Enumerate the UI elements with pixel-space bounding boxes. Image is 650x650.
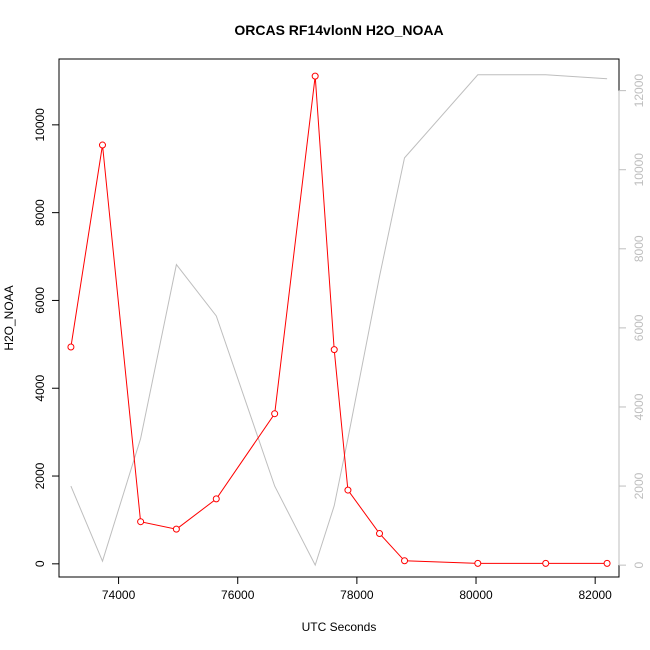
y-tick-label: 8000 [33, 199, 47, 226]
y2-tick-label: 6000 [632, 314, 646, 341]
y-tick-label: 0 [33, 560, 47, 567]
y2-tick-label: 0 [632, 561, 646, 568]
series-line-primary [70, 76, 608, 564]
y-axis: 0 2000 4000 6000 8000 10000 [33, 108, 60, 567]
x-axis-label: UTC Seconds [302, 620, 377, 634]
y-tick-label: 2000 [33, 462, 47, 489]
data-point [474, 559, 482, 567]
y-axis-label: H2O_NOAA [2, 285, 16, 350]
y-tick-label: 10000 [33, 108, 47, 142]
x-tick-label: 80000 [459, 588, 493, 602]
y2-tick-label: 4000 [632, 393, 646, 420]
y2-tick-label: 2000 [632, 472, 646, 499]
data-point [311, 72, 319, 80]
y-tick-label: 6000 [33, 287, 47, 314]
x-axis: 74000 76000 78000 80000 82000 [102, 576, 612, 602]
data-point [137, 518, 145, 526]
data-point [172, 525, 180, 533]
x-tick-label: 74000 [102, 588, 136, 602]
x-tick-label: 78000 [340, 588, 374, 602]
y2-tick-label: 10000 [632, 153, 646, 187]
y-tick-label: 4000 [33, 375, 47, 402]
data-point [376, 530, 384, 538]
data-point [542, 559, 550, 567]
y2-tick-label: 12000 [632, 74, 646, 108]
x-tick-label: 76000 [221, 588, 255, 602]
data-point [67, 343, 75, 351]
data-point [212, 495, 220, 503]
data-point [330, 346, 338, 354]
x-tick-label: 82000 [578, 588, 612, 602]
chart-title: ORCAS RF14vlonN H2O_NOAA [234, 22, 443, 38]
data-point [98, 141, 106, 149]
data-point [603, 559, 611, 567]
y2-axis: 0 2000 4000 6000 8000 10000 12000 [618, 74, 646, 568]
series-line-secondary [70, 74, 608, 567]
y2-tick-label: 8000 [632, 235, 646, 262]
data-point [401, 557, 409, 565]
data-point [344, 486, 352, 494]
plot-frame [58, 58, 620, 578]
data-point [271, 410, 279, 418]
series-layer [67, 72, 611, 567]
